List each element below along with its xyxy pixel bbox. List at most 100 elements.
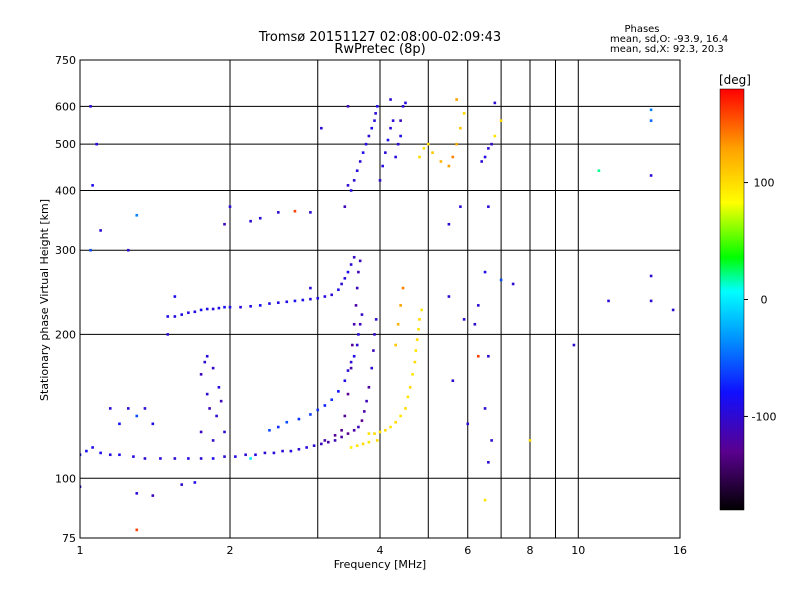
data-point-o — [254, 453, 257, 457]
data-point-o — [340, 435, 343, 439]
data-point-noise — [151, 422, 155, 426]
colorbar-gradient — [719, 88, 745, 511]
x-tick-label: 16 — [673, 544, 687, 557]
data-point-o — [312, 444, 316, 447]
data-point-noise — [143, 407, 147, 410]
x-tick-label: 1 — [77, 544, 84, 557]
data-point-o — [370, 366, 374, 370]
data-point-o — [85, 449, 88, 453]
data-point-o — [358, 259, 362, 263]
data-point-noise — [91, 184, 94, 187]
data-point-o — [333, 434, 337, 437]
data-point-o — [330, 293, 334, 297]
data-point-o — [362, 410, 366, 413]
data-point-o — [364, 142, 368, 146]
data-point-o — [187, 311, 190, 315]
data-point-noise — [649, 174, 653, 177]
data-point-noise — [511, 282, 515, 286]
data-point-x — [394, 343, 397, 347]
data-point-noise — [193, 481, 197, 484]
y-tick-label: 75 — [62, 532, 76, 545]
data-point-o — [349, 263, 353, 266]
data-point-o — [208, 407, 211, 410]
data-point-o — [346, 432, 350, 435]
x-tick-label: 8 — [527, 544, 534, 557]
legend-line-o: mean, sd,O: -93.9, 16.4 — [610, 34, 728, 45]
data-point-noise — [477, 354, 480, 358]
data-point-x — [384, 429, 387, 432]
data-point-o — [159, 457, 162, 460]
data-point-o — [352, 429, 356, 432]
data-point-o — [340, 282, 343, 286]
y-tick-label: 200 — [55, 328, 76, 341]
plot-frame — [79, 59, 681, 539]
colorbar-tick-label: 100 — [754, 177, 775, 190]
data-point-noise — [228, 205, 232, 208]
x-tick-label: 10 — [571, 544, 585, 557]
data-point-o — [373, 333, 376, 336]
data-point-o — [180, 313, 184, 316]
data-point-o — [187, 457, 190, 460]
data-point-x — [418, 318, 421, 321]
data-point-o — [249, 304, 252, 308]
data-point-noise — [258, 216, 262, 220]
data-point-o — [301, 298, 305, 302]
data-point-o — [276, 301, 280, 304]
chart-title: Tromsø 20151127 02:08:00-02:09:43 — [258, 30, 501, 45]
data-point-o — [381, 164, 384, 168]
data-point-noise — [572, 343, 576, 347]
data-point-x — [249, 457, 252, 460]
data-point-o — [480, 160, 484, 163]
data-point-o — [272, 451, 276, 455]
data-point-o — [143, 457, 147, 460]
data-point-x — [459, 126, 462, 130]
colorbar-label: [deg] — [719, 73, 751, 87]
data-point-noise — [89, 248, 92, 252]
grid — [80, 60, 680, 538]
data-point-o — [285, 420, 289, 424]
data-point-o — [297, 417, 301, 421]
data-point-o — [166, 315, 170, 318]
data-point-o — [370, 126, 374, 130]
data-point-noise — [499, 278, 503, 282]
data-point-o — [330, 398, 334, 402]
data-point-noise — [487, 461, 490, 464]
data-point-o — [365, 399, 368, 403]
data-point-x — [447, 164, 451, 168]
data-point-o — [223, 305, 226, 309]
data-point-o — [349, 189, 353, 192]
data-point-o — [340, 429, 343, 432]
data-point-o — [396, 142, 400, 146]
data-point-noise — [528, 439, 532, 442]
data-point-noise — [151, 494, 155, 497]
data-point-o — [281, 449, 284, 453]
data-point-noise — [180, 483, 184, 486]
data-point-noise — [459, 205, 462, 208]
data-point-o — [493, 101, 497, 105]
data-point-x — [417, 327, 420, 331]
data-point-o — [199, 373, 203, 376]
data-point-o — [352, 354, 356, 358]
data-point-o — [490, 142, 493, 146]
legend-header: Phases — [624, 24, 659, 35]
data-point-noise — [293, 209, 297, 213]
data-point-o — [205, 354, 209, 358]
data-point-o — [132, 455, 135, 458]
colorbar-tick-label: -100 — [752, 410, 777, 423]
data-point-noise — [223, 222, 226, 226]
data-point-o — [309, 297, 312, 301]
data-point-x — [399, 304, 402, 307]
data-point-o — [352, 179, 356, 182]
data-point-o — [293, 299, 297, 303]
y-tick-label: 100 — [55, 472, 76, 485]
data-point-noise — [126, 407, 130, 410]
legend: Phases mean, sd,O: -93.9, 16.4 mean, sd,… — [610, 24, 728, 55]
data-point-o — [360, 419, 364, 422]
data-point-o — [391, 119, 395, 122]
data-point-o — [211, 366, 215, 370]
data-point-x — [426, 142, 430, 146]
data-point-o — [358, 160, 362, 163]
data-point-noise — [389, 98, 392, 101]
data-point-noise — [173, 295, 177, 298]
